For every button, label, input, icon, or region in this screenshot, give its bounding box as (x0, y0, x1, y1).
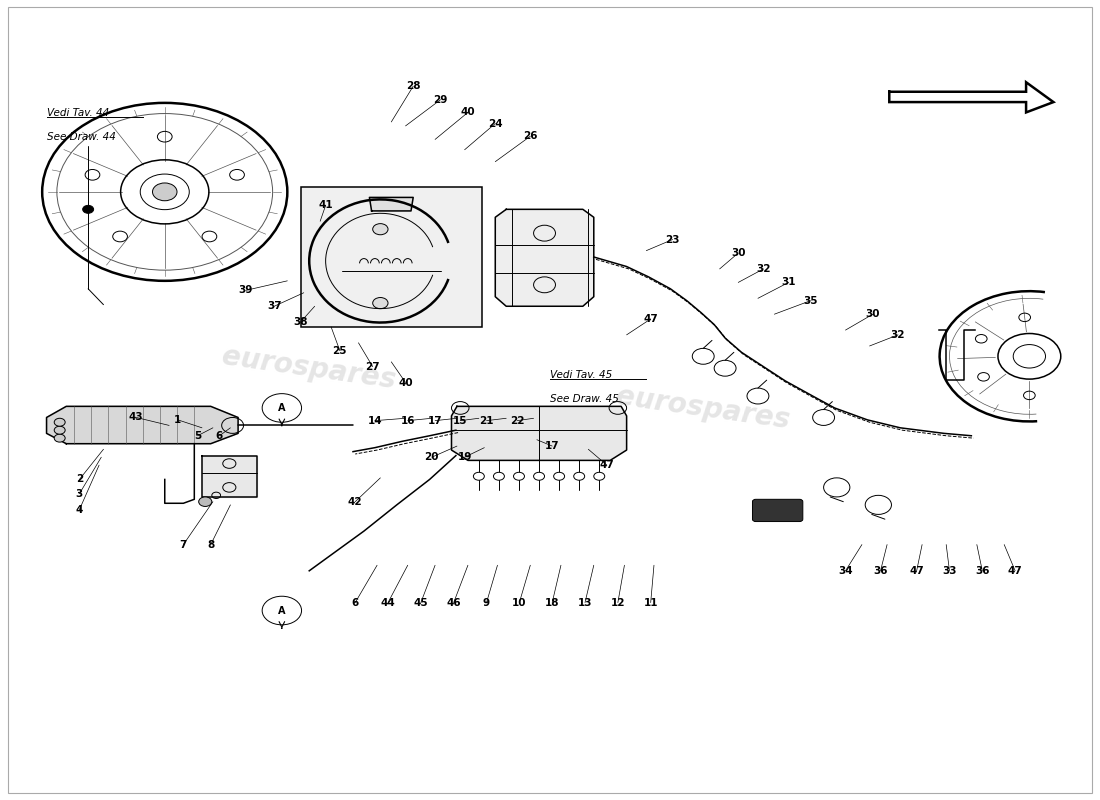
Text: eurospares: eurospares (220, 342, 398, 394)
Circle shape (473, 472, 484, 480)
Text: 9: 9 (483, 598, 491, 607)
Text: 36: 36 (975, 566, 990, 576)
Text: 19: 19 (458, 452, 472, 462)
Text: 5: 5 (194, 430, 201, 441)
Text: 32: 32 (891, 330, 905, 340)
Circle shape (373, 298, 388, 309)
Text: 40: 40 (461, 107, 475, 118)
Text: See Draw. 44: See Draw. 44 (46, 132, 116, 142)
Text: 22: 22 (510, 416, 525, 426)
Text: 28: 28 (406, 81, 420, 91)
Text: 6: 6 (352, 598, 359, 607)
Text: 41: 41 (318, 200, 333, 210)
Circle shape (153, 183, 177, 201)
Circle shape (54, 434, 65, 442)
Circle shape (54, 426, 65, 434)
Text: 40: 40 (398, 378, 412, 387)
Circle shape (373, 224, 388, 234)
Text: 47: 47 (1008, 566, 1023, 576)
Text: 39: 39 (239, 286, 253, 295)
Text: 6: 6 (216, 430, 223, 441)
Polygon shape (370, 198, 414, 211)
Text: 8: 8 (207, 539, 215, 550)
Text: 21: 21 (480, 416, 494, 426)
Text: 35: 35 (803, 296, 817, 306)
Text: 20: 20 (425, 452, 439, 462)
Text: 14: 14 (367, 416, 382, 426)
Text: 23: 23 (666, 234, 680, 245)
Circle shape (553, 472, 564, 480)
Circle shape (199, 497, 212, 506)
Text: 43: 43 (129, 413, 144, 422)
Text: 12: 12 (610, 598, 625, 607)
Text: 36: 36 (873, 566, 888, 576)
Text: 4: 4 (76, 505, 84, 514)
Text: See Draw. 45: See Draw. 45 (550, 394, 619, 404)
Text: 37: 37 (267, 302, 282, 311)
FancyBboxPatch shape (752, 499, 803, 522)
Text: Vedi Tav. 44: Vedi Tav. 44 (46, 108, 109, 118)
Text: A: A (278, 403, 286, 413)
Text: 27: 27 (365, 362, 380, 372)
Circle shape (534, 472, 544, 480)
Text: A: A (278, 606, 286, 615)
Polygon shape (202, 456, 256, 497)
Text: 17: 17 (428, 416, 442, 426)
Text: 26: 26 (524, 131, 538, 142)
Text: 31: 31 (781, 278, 795, 287)
Text: 46: 46 (447, 598, 461, 607)
Text: 13: 13 (578, 598, 592, 607)
Text: 42: 42 (348, 497, 363, 506)
Text: 10: 10 (513, 598, 527, 607)
Text: 1: 1 (174, 415, 182, 425)
Circle shape (514, 472, 525, 480)
Text: 32: 32 (756, 264, 771, 274)
Circle shape (594, 472, 605, 480)
Text: 24: 24 (488, 118, 503, 129)
Text: eurospares: eurospares (615, 382, 792, 434)
Circle shape (82, 206, 94, 214)
Circle shape (54, 418, 65, 426)
Text: 18: 18 (544, 598, 560, 607)
Polygon shape (451, 406, 627, 460)
Text: 47: 47 (910, 566, 924, 576)
Polygon shape (889, 82, 1054, 113)
Text: Vedi Tav. 45: Vedi Tav. 45 (550, 370, 613, 380)
Text: 7: 7 (179, 539, 187, 550)
Text: 16: 16 (400, 416, 415, 426)
Text: 33: 33 (943, 566, 957, 576)
Text: 34: 34 (838, 566, 853, 576)
Text: 30: 30 (732, 248, 746, 258)
Text: 44: 44 (381, 598, 395, 607)
Text: 17: 17 (544, 441, 560, 451)
Polygon shape (46, 406, 238, 444)
Polygon shape (495, 210, 594, 306)
Text: 30: 30 (866, 309, 880, 319)
Text: 29: 29 (433, 94, 448, 105)
Text: 47: 47 (600, 460, 614, 470)
Text: 45: 45 (414, 598, 428, 607)
Text: 11: 11 (644, 598, 658, 607)
Text: 2: 2 (76, 474, 82, 485)
Text: 25: 25 (332, 346, 348, 356)
Text: 3: 3 (76, 489, 82, 498)
Text: 15: 15 (453, 416, 468, 426)
Text: 47: 47 (644, 314, 658, 324)
Bar (301, 187, 482, 326)
Circle shape (574, 472, 585, 480)
Circle shape (494, 472, 505, 480)
Text: 38: 38 (294, 317, 308, 327)
